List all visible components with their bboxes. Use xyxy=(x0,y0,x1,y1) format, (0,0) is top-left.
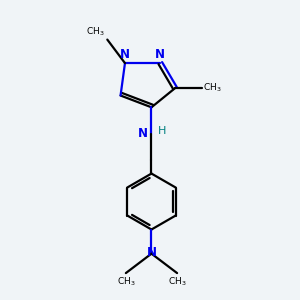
Text: CH$_3$: CH$_3$ xyxy=(116,275,135,288)
Text: N: N xyxy=(138,127,148,140)
Text: CH$_3$: CH$_3$ xyxy=(168,275,186,288)
Text: CH$_3$: CH$_3$ xyxy=(86,26,105,38)
Text: N: N xyxy=(146,246,157,259)
Text: CH$_3$: CH$_3$ xyxy=(203,82,222,94)
Text: N: N xyxy=(155,48,165,61)
Text: N: N xyxy=(120,48,130,61)
Text: H: H xyxy=(158,126,166,136)
